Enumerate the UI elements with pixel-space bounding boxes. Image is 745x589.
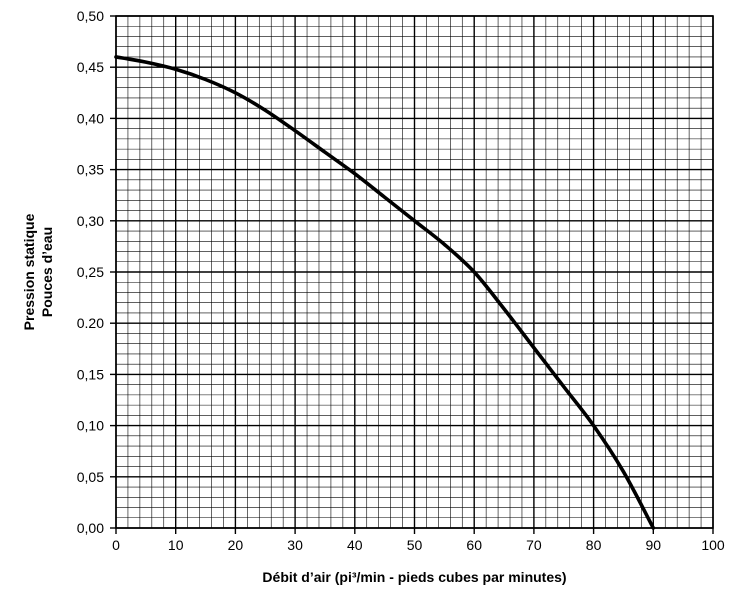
- y-tick-label: 0,25: [77, 264, 104, 280]
- major-grid: [115, 15, 714, 529]
- y-tick-label: 0,00: [77, 520, 104, 536]
- x-axis-ticks: 0 10 20 30 40 50 60 70 80 90 100: [112, 528, 725, 553]
- y-axis-label-line2: Pouces d’eau: [39, 227, 55, 317]
- x-tick-label: 100: [701, 537, 725, 553]
- x-tick-label: 80: [586, 537, 602, 553]
- y-tick-label: 0,35: [77, 162, 104, 178]
- x-tick-label: 70: [526, 537, 542, 553]
- y-tick-label: 0,15: [77, 366, 104, 382]
- x-tick-label: 30: [287, 537, 303, 553]
- y-tick-label: 0,05: [77, 469, 104, 485]
- y-tick-label: 0,45: [77, 59, 104, 75]
- y-axis-label-line1: Pression statique: [21, 213, 37, 330]
- y-tick-label: 0,40: [77, 110, 104, 126]
- y-tick-label: 0,50: [77, 8, 104, 24]
- x-tick-label: 50: [407, 537, 423, 553]
- y-axis-ticks: 0,00 0,05 0,10 0,15 0.20 0,25 0,30 0,35 0,40 0,45…: [77, 8, 116, 536]
- y-tick-label: 0.20: [77, 315, 104, 331]
- x-tick-label: 20: [228, 537, 244, 553]
- y-tick-label: 0,30: [77, 213, 104, 229]
- x-tick-label: 60: [466, 537, 482, 553]
- x-tick-label: 90: [646, 537, 662, 553]
- series-line: [114, 55, 656, 530]
- y-tick-label: 0,10: [77, 418, 104, 434]
- x-axis-label: Débit d’air (pi³/min - pieds cubes par m…: [262, 569, 566, 585]
- x-tick-label: 0: [112, 537, 120, 553]
- series-layer: [114, 55, 656, 530]
- x-tick-label: 10: [168, 537, 184, 553]
- x-tick-label: 40: [347, 537, 363, 553]
